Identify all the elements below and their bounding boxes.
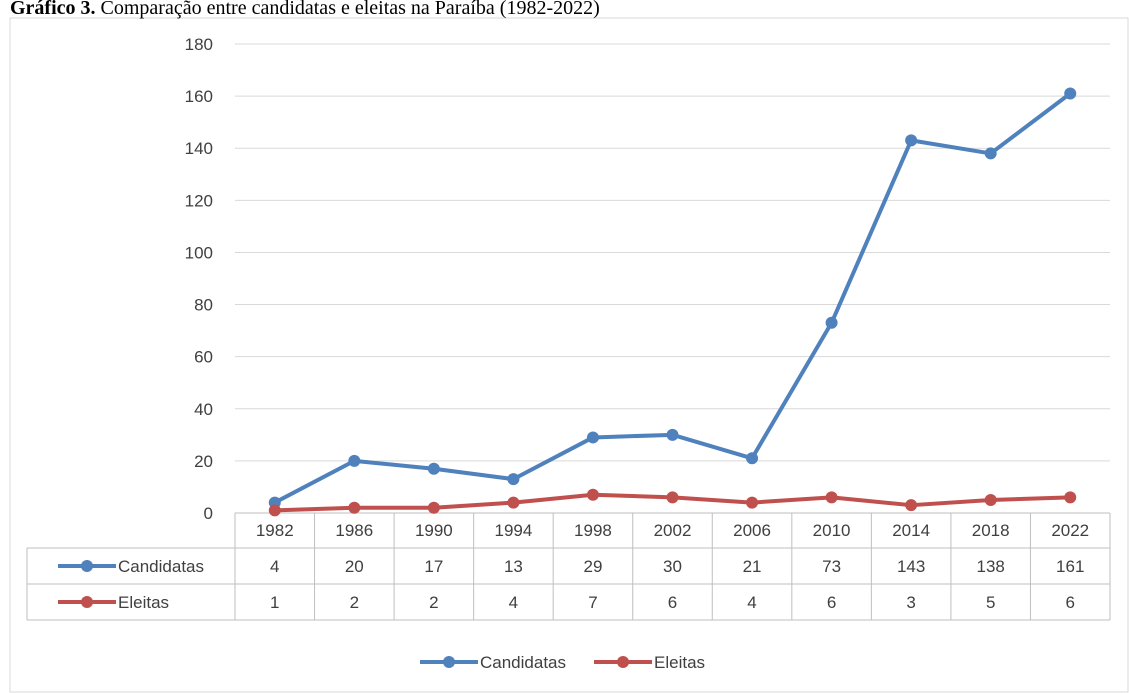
x-tick-label: 1994 [494,521,532,540]
table-cell: 143 [897,557,925,576]
legend-label: Eleitas [654,653,705,672]
point [825,316,838,329]
y-tick-label: 20 [194,452,213,471]
legend-key [617,656,630,668]
table-cell: 30 [663,557,682,576]
table-legend-key [81,596,93,608]
x-tick-label: 1982 [256,521,294,540]
y-tick-label: 120 [185,191,213,210]
point [348,454,361,467]
table-cell: 2 [350,593,359,612]
table-cell: 7 [588,593,597,612]
point [1064,87,1077,100]
table-cell: 4 [509,593,518,612]
table-cell: 20 [345,557,364,576]
table-cell: 6 [1065,593,1074,612]
point [984,493,997,506]
y-tick-label: 0 [204,504,213,523]
point [586,488,599,501]
x-tick-label: 2018 [972,521,1010,540]
point [507,496,520,509]
point [905,499,918,512]
table-row-label: Eleitas [118,593,169,612]
legend-key [443,656,455,668]
point [746,496,759,509]
point [427,462,440,475]
y-tick-label: 40 [194,400,213,419]
table-legend-key [81,560,93,572]
table-cell: 6 [827,593,836,612]
point [268,504,281,517]
title-label: Gráfico 3. [10,0,96,19]
table-row-label: Candidatas [118,557,204,576]
legend-label: Candidatas [480,653,566,672]
point [905,134,918,147]
table-cell: 138 [976,557,1004,576]
table-cell: 2 [429,593,438,612]
point [507,473,520,486]
point [746,452,759,465]
title-text: Comparação entre candidatas e eleitas na… [101,0,600,19]
point [825,491,838,504]
table-cell: 4 [747,593,756,612]
table-cell: 1 [270,593,279,612]
y-tick-label: 140 [185,139,213,158]
table-cell: 5 [986,593,995,612]
table-cell: 3 [906,593,915,612]
table-cell: 73 [822,557,841,576]
y-tick-label: 180 [185,35,213,54]
table-cell: 161 [1056,557,1084,576]
x-tick-label: 2022 [1051,521,1089,540]
y-tick-label: 60 [194,348,213,367]
table-cell: 29 [583,557,602,576]
point [427,501,440,514]
y-tick-label: 80 [194,296,213,315]
x-tick-label: 1998 [574,521,612,540]
point [666,428,679,441]
point [1064,491,1077,504]
point [984,147,997,160]
table-cell: 13 [504,557,523,576]
point [348,501,361,514]
point [586,431,599,444]
x-tick-label: 2010 [813,521,851,540]
y-tick-label: 160 [185,87,213,106]
x-tick-label: 2002 [654,521,692,540]
point [666,491,679,504]
table-cell: 6 [668,593,677,612]
table-cell: 21 [743,557,762,576]
chart-title: Gráfico 3. Comparação entre candidatas e… [10,0,600,19]
x-tick-label: 1990 [415,521,453,540]
y-tick-label: 100 [185,243,213,262]
table-cell: 17 [424,557,443,576]
x-tick-label: 2014 [892,521,930,540]
x-tick-label: 2006 [733,521,771,540]
x-tick-label: 1986 [335,521,373,540]
table-cell: 4 [270,557,279,576]
chart-frame [9,17,1129,693]
